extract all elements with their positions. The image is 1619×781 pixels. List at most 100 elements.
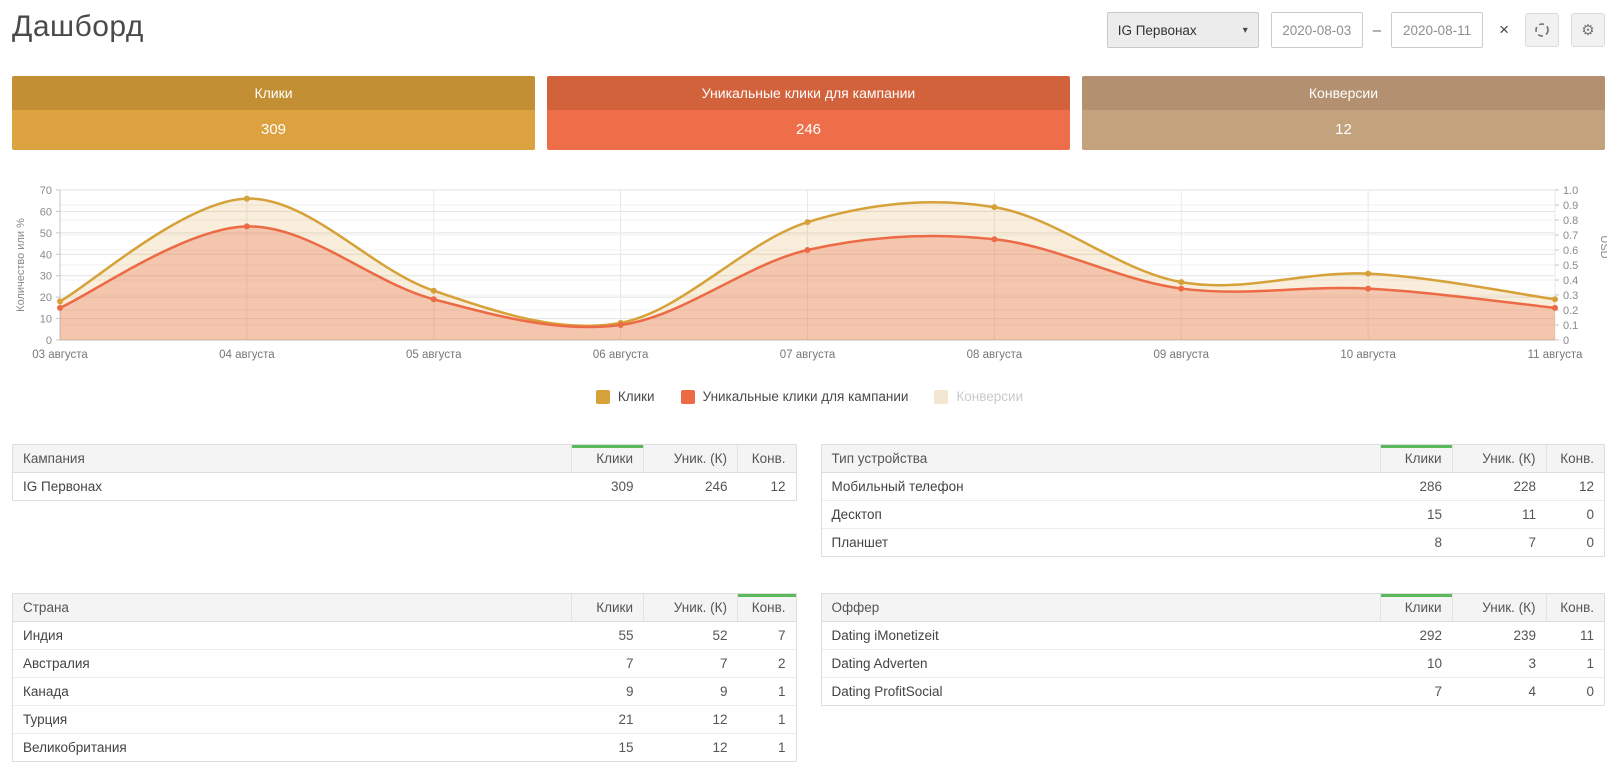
column-header-clicks[interactable]: Клики (1380, 445, 1452, 473)
row-value: 7 (644, 650, 738, 678)
column-header-clicks[interactable]: Клики (1380, 594, 1452, 622)
column-header-conversions[interactable]: Конв. (738, 594, 796, 622)
row-value: 0 (1546, 529, 1604, 557)
row-name: Десктоп (822, 501, 1381, 529)
legend-swatch-icon (596, 390, 610, 404)
svg-text:0: 0 (46, 335, 52, 347)
tables-grid: КампанияКликиУник. (К)Конв.IG Первонах30… (12, 444, 1605, 762)
svg-text:10 августа: 10 августа (1340, 349, 1396, 361)
svg-text:1.0: 1.0 (1563, 185, 1578, 197)
column-header-conversions[interactable]: Конв. (738, 445, 796, 473)
clear-dates-icon[interactable]: × (1495, 20, 1513, 40)
stat-card-0: Клики 309 (12, 76, 535, 150)
chevron-down-icon: ▾ (1243, 25, 1248, 36)
svg-text:USD: USD (1598, 235, 1607, 258)
row-value: 52 (644, 622, 738, 650)
svg-text:0.7: 0.7 (1563, 230, 1578, 242)
row-name: Dating ProfitSocial (822, 678, 1381, 706)
svg-text:0.9: 0.9 (1563, 200, 1578, 212)
legend-item-0[interactable]: Клики (596, 389, 655, 404)
settings-button[interactable]: ⚙ (1571, 13, 1605, 47)
column-header-offer[interactable]: Оффер (822, 594, 1381, 622)
column-header-conversions[interactable]: Конв. (1546, 594, 1604, 622)
row-value: 1 (1546, 650, 1604, 678)
svg-text:06 августа: 06 августа (593, 349, 649, 361)
row-name: Канада (13, 678, 572, 706)
table-row: Индия55527 (13, 622, 796, 650)
row-name: Турция (13, 706, 572, 734)
row-value: 228 (1452, 473, 1546, 501)
row-value: 9 (644, 678, 738, 706)
campaign-select[interactable]: IG Первонах ▾ (1107, 12, 1259, 48)
table-row: Dating ProfitSocial740 (822, 678, 1605, 706)
column-header-unique[interactable]: Уник. (К) (1452, 594, 1546, 622)
row-value: 7 (572, 650, 644, 678)
stat-card-value: 246 (547, 110, 1070, 150)
row-value: 286 (1380, 473, 1452, 501)
traffic-chart: 01020304050607000.10.20.30.40.50.60.70.8… (12, 180, 1607, 376)
date-from-input[interactable] (1271, 12, 1363, 48)
stat-card-label: Клики (12, 76, 535, 110)
table-row: Десктоп15110 (822, 501, 1605, 529)
column-header-conversions[interactable]: Конв. (1546, 445, 1604, 473)
legend-item-2[interactable]: Конверсии (934, 389, 1023, 404)
row-value: 292 (1380, 622, 1452, 650)
legend-label: Конверсии (956, 389, 1023, 404)
row-name: Мобильный телефон (822, 473, 1381, 501)
stat-card-label: Уникальные клики для кампании (547, 76, 1070, 110)
row-value: 7 (738, 622, 796, 650)
gear-icon: ⚙ (1581, 21, 1594, 39)
row-value: 1 (738, 706, 796, 734)
legend-item-1[interactable]: Уникальные клики для кампании (681, 389, 909, 404)
legend-swatch-icon (934, 390, 948, 404)
campaign-select-value: IG Первонах (1118, 23, 1197, 38)
row-value: 10 (1380, 650, 1452, 678)
svg-text:0.3: 0.3 (1563, 290, 1578, 302)
column-header-country[interactable]: Страна (13, 594, 572, 622)
row-value: 55 (572, 622, 644, 650)
svg-text:11 августа: 11 августа (1528, 349, 1583, 361)
stat-card-2: Конверсии 12 (1082, 76, 1605, 150)
row-value: 0 (1546, 501, 1604, 529)
row-name: Планшет (822, 529, 1381, 557)
svg-text:04 августа: 04 августа (219, 349, 275, 361)
svg-text:20: 20 (40, 292, 52, 304)
date-to-input[interactable] (1391, 12, 1483, 48)
row-value: 4 (1452, 678, 1546, 706)
column-header-clicks[interactable]: Клики (572, 594, 644, 622)
refresh-icon (1534, 22, 1550, 38)
row-value: 246 (644, 473, 738, 501)
row-value: 12 (644, 734, 738, 762)
row-value: 12 (1546, 473, 1604, 501)
table-row: IG Первонах30924612 (13, 473, 796, 501)
table-row: Планшет870 (822, 529, 1605, 557)
row-value: 21 (572, 706, 644, 734)
row-name: Dating Adverten (822, 650, 1381, 678)
svg-text:50: 50 (40, 228, 52, 240)
row-name: Австралия (13, 650, 572, 678)
row-name: Великобритания (13, 734, 572, 762)
svg-text:0: 0 (1563, 335, 1569, 347)
row-name: Индия (13, 622, 572, 650)
column-header-unique[interactable]: Уник. (К) (644, 445, 738, 473)
row-value: 9 (572, 678, 644, 706)
column-header-device[interactable]: Тип устройства (822, 445, 1381, 473)
legend-label: Клики (618, 389, 655, 404)
column-header-clicks[interactable]: Клики (572, 445, 644, 473)
svg-text:0.6: 0.6 (1563, 245, 1578, 257)
svg-text:08 августа: 08 августа (967, 349, 1023, 361)
chart-section: 01020304050607000.10.20.30.40.50.60.70.8… (12, 180, 1607, 404)
column-header-campaign[interactable]: Кампания (13, 445, 572, 473)
date-range-separator: – (1373, 22, 1381, 39)
header-controls: IG Первонах ▾ – × ⚙ (1107, 10, 1605, 48)
row-value: 12 (644, 706, 738, 734)
row-name: Dating iMonetizeit (822, 622, 1381, 650)
column-header-unique[interactable]: Уник. (К) (644, 594, 738, 622)
svg-text:40: 40 (40, 249, 52, 261)
svg-text:05 августа: 05 августа (406, 349, 462, 361)
table-row: Великобритания15121 (13, 734, 796, 762)
row-value: 15 (572, 734, 644, 762)
refresh-button[interactable] (1525, 13, 1559, 47)
column-header-unique[interactable]: Уник. (К) (1452, 445, 1546, 473)
svg-text:0.5: 0.5 (1563, 260, 1578, 272)
